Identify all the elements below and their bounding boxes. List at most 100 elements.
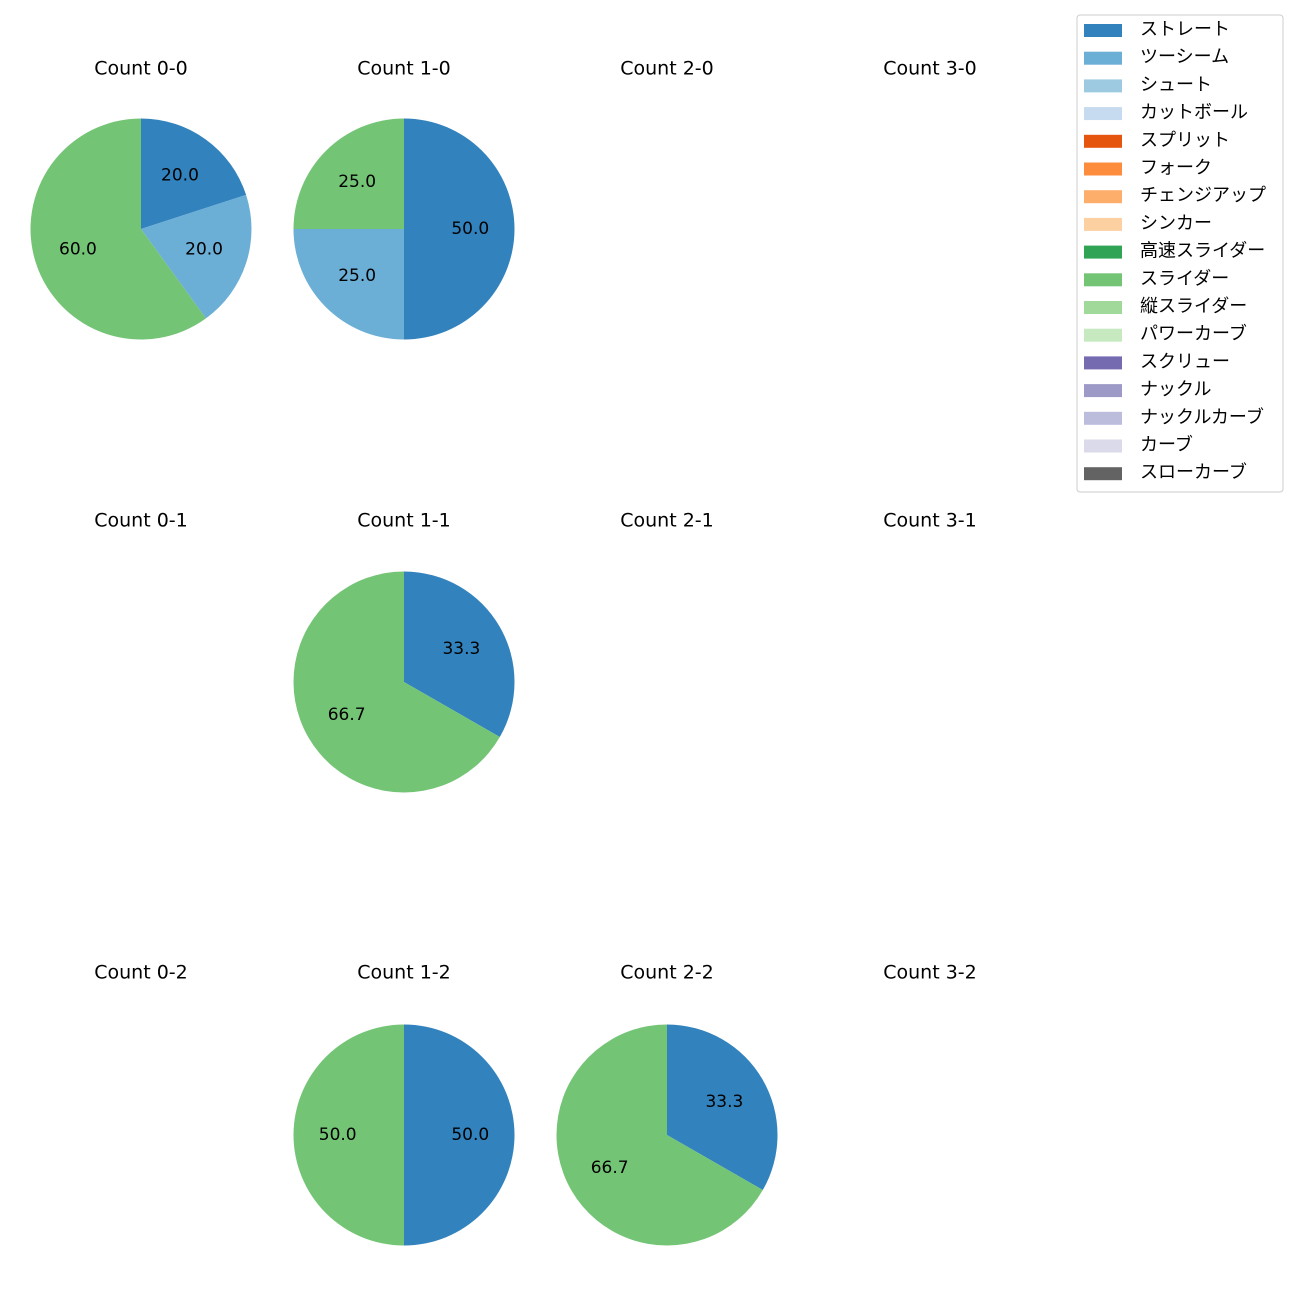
legend-label: ツーシーム xyxy=(1140,47,1229,68)
panel-title: Count 2-0 xyxy=(620,58,714,80)
legend-item: 縦スライダー xyxy=(1084,296,1247,317)
pie-panel: Count 3-2 xyxy=(883,962,977,984)
pie-panel: Count 3-1 xyxy=(883,510,977,532)
legend-item: シンカー xyxy=(1084,213,1212,234)
slice-label: 20.0 xyxy=(161,165,199,185)
pie-slice xyxy=(293,118,404,229)
legend-swatch xyxy=(1084,301,1122,314)
legend-item: スプリット xyxy=(1084,130,1230,151)
pie-slice xyxy=(293,229,404,340)
slice-label: 33.3 xyxy=(705,1092,743,1112)
pie-panel: Count 0-2 xyxy=(94,962,188,984)
legend-label: カットボール xyxy=(1140,102,1248,123)
slice-label: 50.0 xyxy=(319,1125,357,1145)
slice-label: 66.7 xyxy=(591,1158,629,1178)
legend-item: カーブ xyxy=(1084,434,1193,456)
panel-title: Count 3-0 xyxy=(883,58,977,80)
slice-label: 25.0 xyxy=(338,172,376,192)
legend-item: スクリュー xyxy=(1084,351,1230,372)
legend-swatch xyxy=(1084,24,1122,37)
legend-item: ストレート xyxy=(1084,19,1230,40)
pie-slice xyxy=(30,118,206,340)
legend-label: ナックル xyxy=(1140,379,1211,400)
legend-item: フォーク xyxy=(1084,158,1212,179)
panel-title: Count 2-1 xyxy=(620,510,714,532)
legend-label: フォーク xyxy=(1140,158,1212,179)
panel-title: Count 0-0 xyxy=(94,58,188,80)
legend-label: シンカー xyxy=(1140,213,1212,234)
slice-label: 50.0 xyxy=(451,219,489,239)
slice-label: 20.0 xyxy=(185,239,223,259)
legend-swatch xyxy=(1084,107,1122,121)
panel-title: Count 1-2 xyxy=(357,962,451,984)
legend: ストレートツーシームシュートカットボールスプリットフォークチェンジアップシンカー… xyxy=(1076,14,1284,493)
pie-slice xyxy=(667,1024,778,1191)
slice-label: 60.0 xyxy=(59,239,97,259)
pie-panel: Count 2-1 xyxy=(620,510,714,532)
panel-title: Count 2-2 xyxy=(620,962,714,984)
legend-item: スローカーブ xyxy=(1084,461,1247,483)
legend-label: チェンジアップ xyxy=(1140,185,1266,206)
legend-item: ナックルカーブ xyxy=(1084,406,1264,428)
pie-panel: Count 0-0 20.0 20.0 60.0 xyxy=(30,58,252,340)
pie-slice xyxy=(141,118,247,229)
pie-panel: Count 1-0 50.0 25.0 25.0 xyxy=(293,58,515,340)
legend-label: スクリュー xyxy=(1140,351,1230,372)
legend-swatch xyxy=(1084,134,1122,148)
legend-label: カーブ xyxy=(1140,434,1193,456)
legend-item: パワーカーブ xyxy=(1084,323,1247,345)
pie-slice xyxy=(556,1024,763,1246)
legend-item: スライダー xyxy=(1084,268,1229,289)
legend-label: スプリット xyxy=(1140,130,1230,151)
legend-item: ツーシーム xyxy=(1084,47,1229,68)
legend-swatch xyxy=(1084,51,1122,65)
pie-panel: Count 0-1 xyxy=(94,510,188,532)
legend-label: 縦スライダー xyxy=(1140,296,1247,317)
legend-swatch xyxy=(1084,245,1122,259)
legend-item: チェンジアップ xyxy=(1084,185,1266,206)
legend-item: ナックル xyxy=(1084,379,1211,400)
legend-swatch xyxy=(1084,162,1122,176)
pie-panel: Count 2-0 xyxy=(620,58,714,80)
panel-title: Count 3-2 xyxy=(883,962,977,984)
legend-swatch xyxy=(1084,328,1122,342)
pie-slice xyxy=(141,194,252,319)
pie-panels: Count 0-0 20.0 20.0 60.0 Count 1-0 50.0 25.0 25… xyxy=(30,58,977,1246)
legend-swatch xyxy=(1084,190,1122,204)
pie-slice xyxy=(293,571,500,793)
legend-item: シュート xyxy=(1084,74,1212,95)
legend-swatch xyxy=(1084,411,1122,425)
legend-label: スライダー xyxy=(1140,268,1229,289)
pie-slice xyxy=(293,1024,404,1246)
legend-swatch xyxy=(1084,273,1122,287)
legend-item: カットボール xyxy=(1084,102,1248,123)
pie-slice xyxy=(404,571,515,738)
pie-panel: Count 2-2 33.3 66.7 xyxy=(556,962,778,1246)
pie-slice xyxy=(404,1024,515,1246)
legend-label: パワーカーブ xyxy=(1140,323,1247,345)
pie-panel: Count 1-2 50.0 50.0 xyxy=(293,962,515,1246)
legend-label: シュート xyxy=(1140,74,1212,95)
legend-swatch xyxy=(1084,384,1122,398)
slice-label: 25.0 xyxy=(338,266,376,286)
legend-label: ストレート xyxy=(1140,19,1230,40)
legend-frame xyxy=(1076,14,1284,493)
pie-panel: Count 1-1 33.3 66.7 xyxy=(293,510,515,793)
legend-swatch xyxy=(1084,467,1122,481)
legend-label: スローカーブ xyxy=(1140,461,1247,483)
panel-title: Count 3-1 xyxy=(883,510,977,532)
panel-title: Count 0-2 xyxy=(94,962,188,984)
legend-swatch xyxy=(1084,356,1122,370)
legend-swatch xyxy=(1084,217,1122,231)
panel-title: Count 0-1 xyxy=(94,510,188,532)
slice-label: 66.7 xyxy=(328,705,366,725)
legend-swatch xyxy=(1084,439,1122,453)
pie-panel: Count 3-0 xyxy=(883,58,977,80)
legend-label: 高速スライダー xyxy=(1140,241,1265,262)
pie-slice xyxy=(404,118,515,340)
panel-title: Count 1-0 xyxy=(357,58,451,80)
slice-label: 33.3 xyxy=(442,639,480,659)
slice-label: 50.0 xyxy=(451,1125,489,1145)
legend-swatch xyxy=(1084,79,1122,93)
